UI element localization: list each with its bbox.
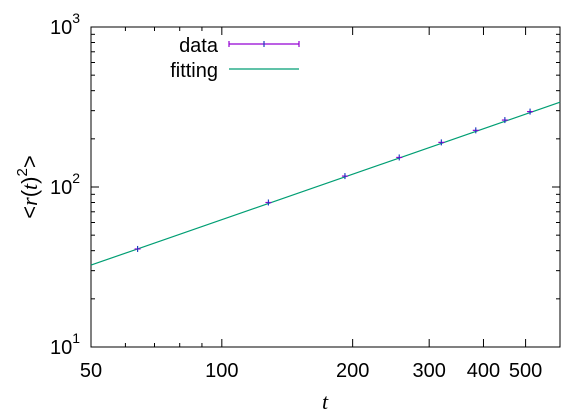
data-point: [341, 173, 348, 180]
data-point: [265, 199, 272, 206]
legend-key-data: [228, 41, 300, 47]
y-tick-label: 101: [50, 330, 80, 359]
y-tick-label: 103: [50, 10, 80, 39]
x-tick-label: 200: [336, 360, 369, 382]
x-axis-title: t: [322, 389, 329, 414]
fitting-line: [90, 101, 561, 266]
x-tick-label: 50: [80, 360, 102, 382]
x-axis: 50 100 200 300 400 500: [80, 27, 542, 382]
x-tick-label: 300: [412, 360, 445, 382]
data-point: [527, 108, 534, 115]
x-tick-label: 400: [467, 360, 500, 382]
y-axis-title: <r(t)2>: [14, 155, 42, 218]
y-axis: 101 102 103: [50, 10, 560, 359]
x-tick-label: 100: [205, 360, 238, 382]
data-point: [134, 245, 141, 252]
series-layer: [90, 101, 561, 266]
data-point: [396, 154, 403, 161]
legend-label-fitting: fitting: [170, 60, 218, 82]
legend-label-data: data: [179, 35, 219, 57]
plot-frame: [90, 26, 561, 348]
data-point: [501, 117, 508, 124]
x-tick-label: 500: [509, 360, 542, 382]
data-point: [438, 139, 445, 146]
y-tick-label: 102: [50, 170, 80, 199]
legend: data fitting: [170, 35, 300, 82]
data-point: [472, 127, 479, 134]
